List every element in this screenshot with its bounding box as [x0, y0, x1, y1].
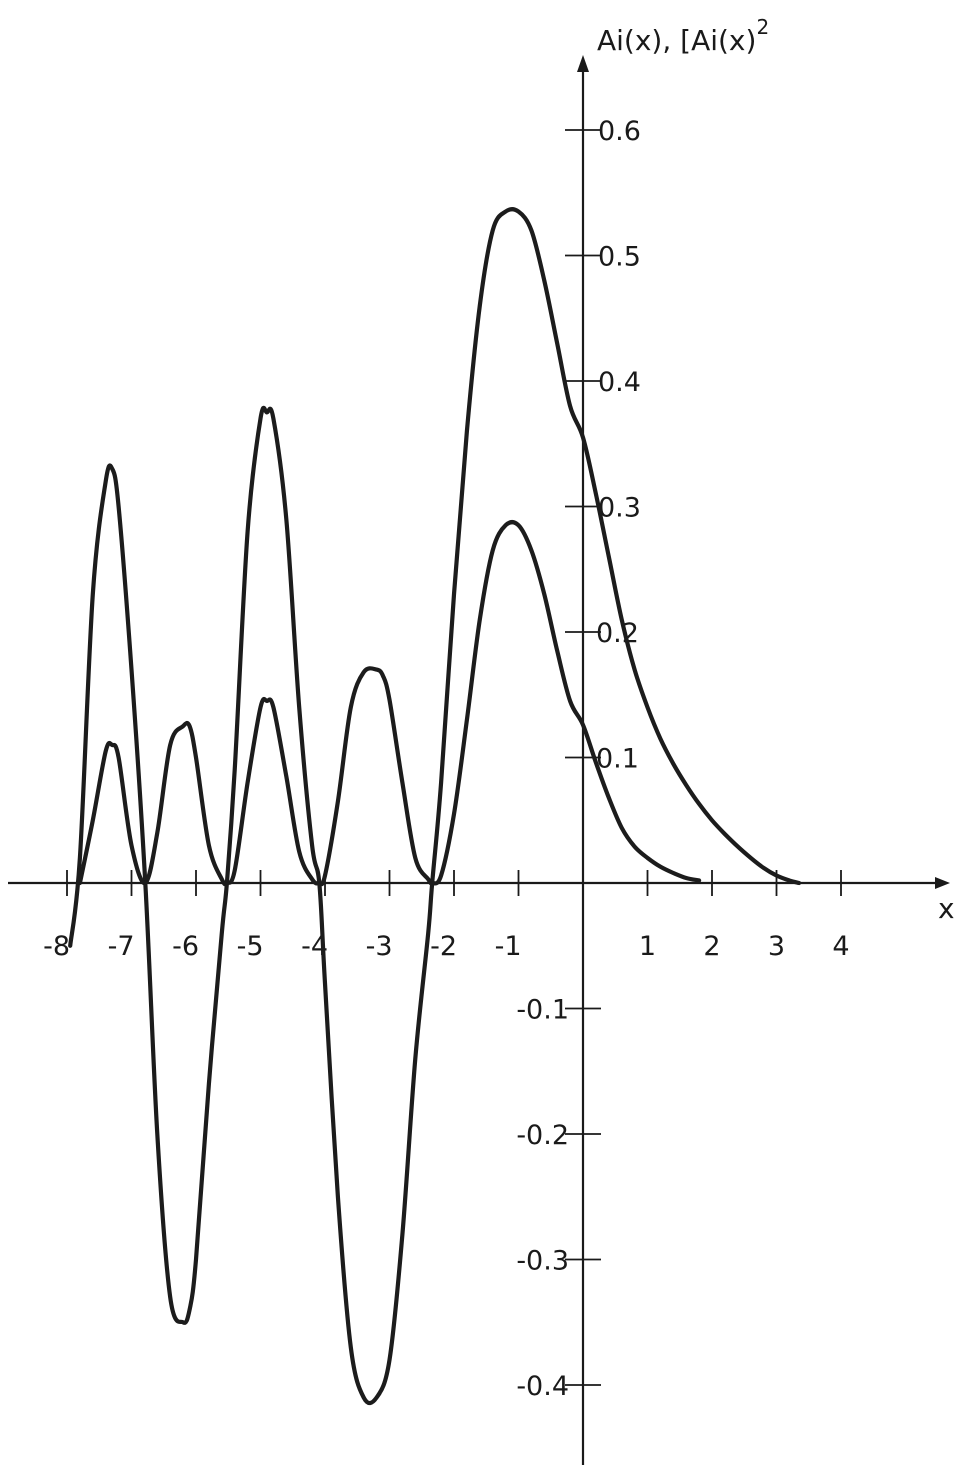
x-tick-label: -6 [172, 931, 199, 962]
y-tick-label: 0.5 [598, 242, 641, 273]
x-axis-arrowhead [935, 877, 950, 889]
y-axis-title-exponent: 2 [756, 15, 769, 39]
y-tick-label: 0.1 [596, 744, 639, 775]
y-tick-label: -0.1 [516, 995, 569, 1026]
y-tick-label: -0.4 [516, 1371, 569, 1402]
y-tick-label: -0.2 [516, 1120, 569, 1151]
x-axis: x [8, 877, 955, 925]
x-tick-label: 3 [768, 931, 785, 962]
series-layer [68, 207, 802, 1406]
series-ai-squared-line [77, 520, 702, 887]
y-tick-label: 0.3 [598, 493, 641, 524]
x-tick-label: -1 [495, 931, 522, 962]
y-axis-title: Ai(x), [Ai(x)2 [597, 15, 769, 57]
y-tick-label: 0.4 [598, 367, 641, 398]
y-ticks: 0.6 0.5 0.4 0.3 0.2 0.1 -0.1 -0.2 -0.3 -0.4 [516, 116, 641, 1402]
x-tick-label: -7 [108, 931, 135, 962]
x-axis-title: x [938, 892, 955, 925]
y-tick-label: -0.3 [516, 1246, 569, 1277]
x-tick-label: -5 [237, 931, 264, 962]
y-axis: Ai(x), [Ai(x)2 [577, 15, 769, 1465]
series-ai-line [68, 207, 802, 1406]
y-axis-title-main: Ai(x), [Ai(x) [597, 24, 756, 57]
x-ticks: -8 -7 -6 -5 -4 -3 -2 -1 1 2 3 4 [43, 870, 850, 962]
x-tick-label: -3 [366, 931, 393, 962]
x-tick-label: -2 [430, 931, 457, 962]
x-tick-label: 4 [832, 931, 849, 962]
y-axis-arrowhead [577, 55, 589, 72]
y-tick-label: 0.6 [598, 116, 641, 147]
y-tick-label: 0.2 [596, 618, 639, 649]
x-tick-label: 2 [703, 931, 720, 962]
x-tick-label: -8 [43, 931, 70, 962]
x-tick-label: 1 [639, 931, 656, 962]
